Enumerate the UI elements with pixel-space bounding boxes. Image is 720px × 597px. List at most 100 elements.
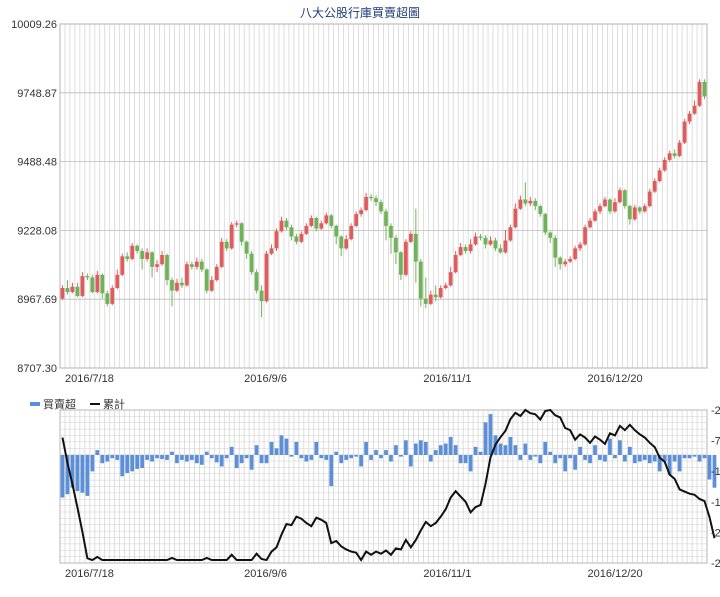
legend-line-swatch (90, 403, 100, 405)
net-buy-bar (603, 455, 607, 462)
net-buy-bar (234, 455, 239, 469)
candle-body (224, 241, 229, 249)
price-panel-axis: 10009.26 9748.87 9488.48 9228.08 8967.69 8707… (11, 19, 643, 385)
net-buy-bar (90, 455, 95, 472)
net-buy-bar (185, 455, 189, 462)
net-buy-bar (95, 450, 100, 455)
net-buy-bar (443, 443, 448, 455)
net-buy-bar (379, 455, 383, 459)
net-buy-bar (488, 414, 493, 455)
net-buy-bar (304, 455, 309, 462)
candle-body (468, 244, 473, 252)
candle-body (209, 280, 214, 291)
candle-body (518, 199, 523, 209)
candle-body (618, 190, 622, 203)
net-buy-bar (438, 445, 443, 455)
net-buy-bar (199, 455, 204, 465)
net-buy-bar (513, 445, 518, 455)
candle-body (443, 285, 448, 289)
candle-body (394, 237, 398, 253)
cumulative-y-tick-label: -79 (711, 436, 720, 448)
net-buy-bar (448, 437, 453, 455)
net-buy-bar (100, 455, 105, 464)
price-y-tick-label: 8967.69 (17, 294, 57, 306)
candle-body (194, 261, 199, 267)
candle-body (637, 207, 642, 212)
candle-body (239, 223, 244, 242)
candle-body (150, 252, 154, 267)
candle-body (458, 247, 463, 255)
candle-body (593, 211, 597, 221)
candle-body (100, 274, 105, 294)
net-buy-bar (80, 455, 85, 493)
net-buy-bar (254, 445, 259, 455)
net-buy-bar (702, 455, 707, 459)
net-buy-bar (214, 455, 219, 463)
net-buy-bar (259, 455, 264, 464)
net-buy-bar (692, 455, 697, 457)
net-buy-bar (508, 437, 513, 455)
net-buy-bar (294, 441, 299, 455)
candle-body (483, 237, 488, 245)
price-y-tick-label: 8707.30 (17, 363, 57, 375)
net-buy-bar (618, 440, 622, 455)
net-buy-bar (70, 455, 75, 488)
net-buy-bar (289, 455, 294, 457)
candle-body (314, 218, 319, 229)
net-buy-bar (339, 455, 344, 464)
candle-body (165, 254, 169, 281)
legend-line-label: 累計 (103, 397, 125, 411)
candle-body (598, 206, 602, 212)
net-buy-bar (125, 455, 130, 473)
candle-body (667, 153, 672, 160)
net-buy-bar (244, 455, 249, 459)
candle-body (170, 280, 174, 291)
net-buy-bar (329, 455, 334, 487)
candle-body (568, 258, 573, 262)
net-buy-bar (324, 455, 329, 460)
candle-body (299, 233, 304, 242)
candle-body (359, 210, 363, 215)
price-x-tick-label: 2016/11/1 (423, 373, 471, 385)
net-buy-bar (543, 441, 548, 455)
candle-body (558, 257, 563, 265)
net-buy-bar (687, 455, 692, 459)
candle-body (573, 248, 577, 259)
candle-body (692, 105, 697, 114)
net-buy-bar (279, 435, 284, 455)
chart-title: 八大公股行庫買賣超圖 (300, 5, 420, 20)
candle-body (538, 206, 543, 215)
net-buy-bar (384, 450, 388, 455)
net-buy-bar (140, 455, 144, 469)
candle-body (488, 240, 493, 245)
net-buy-bar (369, 455, 373, 460)
net-buy-bar (249, 455, 254, 470)
price-x-tick-label: 2016/9/6 (244, 373, 287, 385)
net-buy-bar (418, 440, 423, 455)
net-buy-bar (463, 455, 468, 464)
candle-body (204, 269, 209, 291)
cumulative-line (61, 408, 716, 562)
cumulative-y-tick-label: -287 (711, 558, 720, 570)
candle-body (249, 253, 254, 273)
candle-body (110, 288, 115, 304)
candle-body (219, 241, 224, 267)
candle-body (60, 288, 65, 299)
candle-body (339, 236, 344, 249)
net-buy-bar (364, 441, 368, 455)
candle-body (65, 288, 70, 292)
candle-body (120, 256, 125, 275)
legend-bar-label: 買賣超 (43, 397, 76, 411)
cumulative-y-tick-label: -183 (711, 497, 720, 509)
net-buy-bar (568, 455, 573, 459)
candle-body (433, 294, 438, 298)
candle-body (652, 181, 657, 192)
net-buy-bar (354, 455, 358, 457)
net-buy-bar (433, 450, 438, 455)
net-buy-bar (473, 446, 478, 455)
net-buy-bar (404, 440, 408, 455)
net-buy-bar (647, 455, 652, 464)
net-buy-bar (453, 445, 458, 455)
net-buy-bar (175, 455, 179, 464)
net-buy-bar (75, 455, 80, 491)
